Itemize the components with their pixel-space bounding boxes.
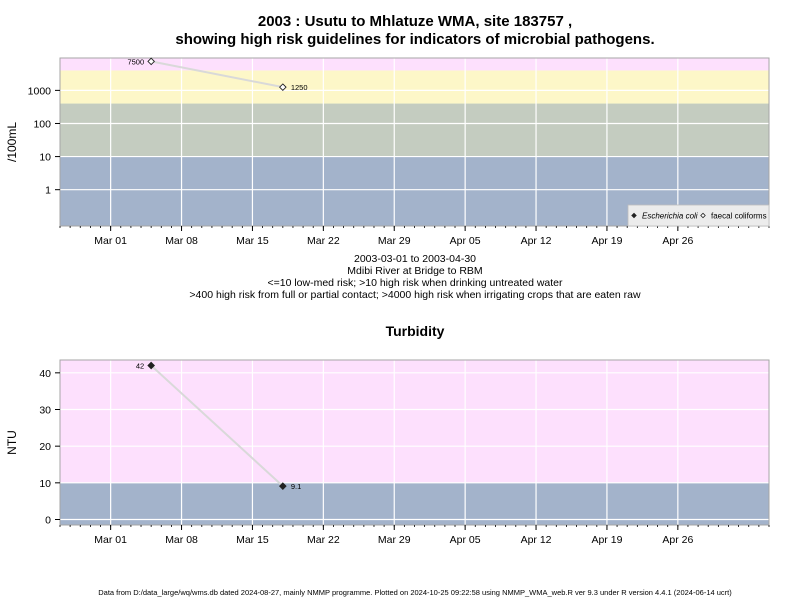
date-range: 2003-03-01 to 2003-04-30 (353, 253, 476, 265)
panel1-legend-marker (631, 212, 637, 219)
panel2-x-tick-label: Mar 01 (94, 534, 127, 546)
panel1-y-tick-label: 100 (33, 118, 51, 130)
panel1-x-tick-label: Mar 01 (94, 235, 127, 247)
panel2-data-point (278, 482, 287, 490)
panel1-risk-band (60, 58, 769, 71)
panel1-y-tick-label: 10 (39, 152, 51, 164)
panel2-y-axis-label: NTU (5, 430, 19, 455)
guideline-drinking: <=10 low-med risk; >10 high risk when dr… (267, 277, 563, 289)
panel2-risk-band (60, 360, 769, 483)
panel1-x-tick-label: Apr 05 (450, 235, 481, 247)
panel2-y-tick-label: 20 (39, 441, 51, 453)
panel2-x-tick-label: Mar 08 (165, 534, 198, 546)
guideline-contact-irrigation: >400 high risk from full or partial cont… (189, 289, 641, 301)
panel1-x-tick-label: Apr 19 (591, 235, 622, 247)
panel1-data-point (147, 57, 155, 66)
panel2-x-tick-label: Mar 29 (378, 534, 411, 546)
panel2-series-connector (150, 364, 284, 487)
panel2-x-tick-label: Apr 12 (521, 534, 552, 546)
panel1-x-tick-label: Apr 26 (662, 235, 693, 247)
panel1-data-point (278, 83, 287, 91)
chart-title-line-1: 2003 : Usutu to Mhlatuze WMA, site 18375… (257, 13, 573, 30)
panel1-legend-box (627, 204, 770, 227)
panel2-x-tick-label: Apr 26 (662, 534, 693, 546)
panel2-data-label: 9.1 (291, 482, 301, 491)
panel2-y-tick-label: 40 (39, 368, 51, 380)
panel1-x-tick-label: Mar 29 (378, 235, 411, 247)
panel1-x-tick-label: Apr 12 (521, 235, 552, 247)
panel1-risk-band (60, 70, 769, 104)
panel1-risk-band (60, 103, 769, 157)
panel1-data-label: 7500 (127, 57, 144, 66)
panel1-x-tick-label: Mar 22 (307, 235, 340, 247)
panel1-legend-marker (700, 212, 706, 219)
site-name: Mdibi River at Bridge to RBM (347, 265, 483, 277)
footer-note: Data from D:/data_large/wq/wms.db dated … (98, 588, 732, 597)
panel1-series-connector (150, 60, 284, 89)
panel2-data-label: 42 (136, 362, 144, 371)
panel2-x-tick-label: Apr 19 (591, 534, 622, 546)
turbidity-title: Turbidity (385, 323, 445, 339)
panel2-y-tick-label: 0 (45, 515, 51, 527)
chart-title-line-2: showing high risk guidelines for indicat… (175, 31, 655, 48)
panel2-x-tick-label: Apr 05 (450, 534, 481, 546)
panel2-risk-band (60, 482, 769, 525)
panel1-y-axis-label: /100mL (5, 122, 19, 162)
panel2-x-tick-label: Mar 22 (307, 534, 340, 546)
panel2-x-tick-label: Mar 15 (236, 534, 269, 546)
panel1-x-tick-label: Mar 08 (165, 235, 198, 247)
panel2-y-tick-label: 10 (39, 478, 51, 490)
panel1-y-tick-label: 1 (45, 185, 51, 197)
panel2-data-point (147, 361, 155, 370)
panel1-y-tick-label: 1000 (28, 85, 52, 97)
panel1-data-label: 1250 (291, 83, 308, 92)
panel1-legend-label: Escherichia coli (642, 212, 698, 221)
panel1-legend-label: faecal coliforms (711, 212, 767, 221)
panel1-x-tick-label: Mar 15 (236, 235, 269, 247)
panel2-y-tick-label: 30 (39, 405, 51, 417)
